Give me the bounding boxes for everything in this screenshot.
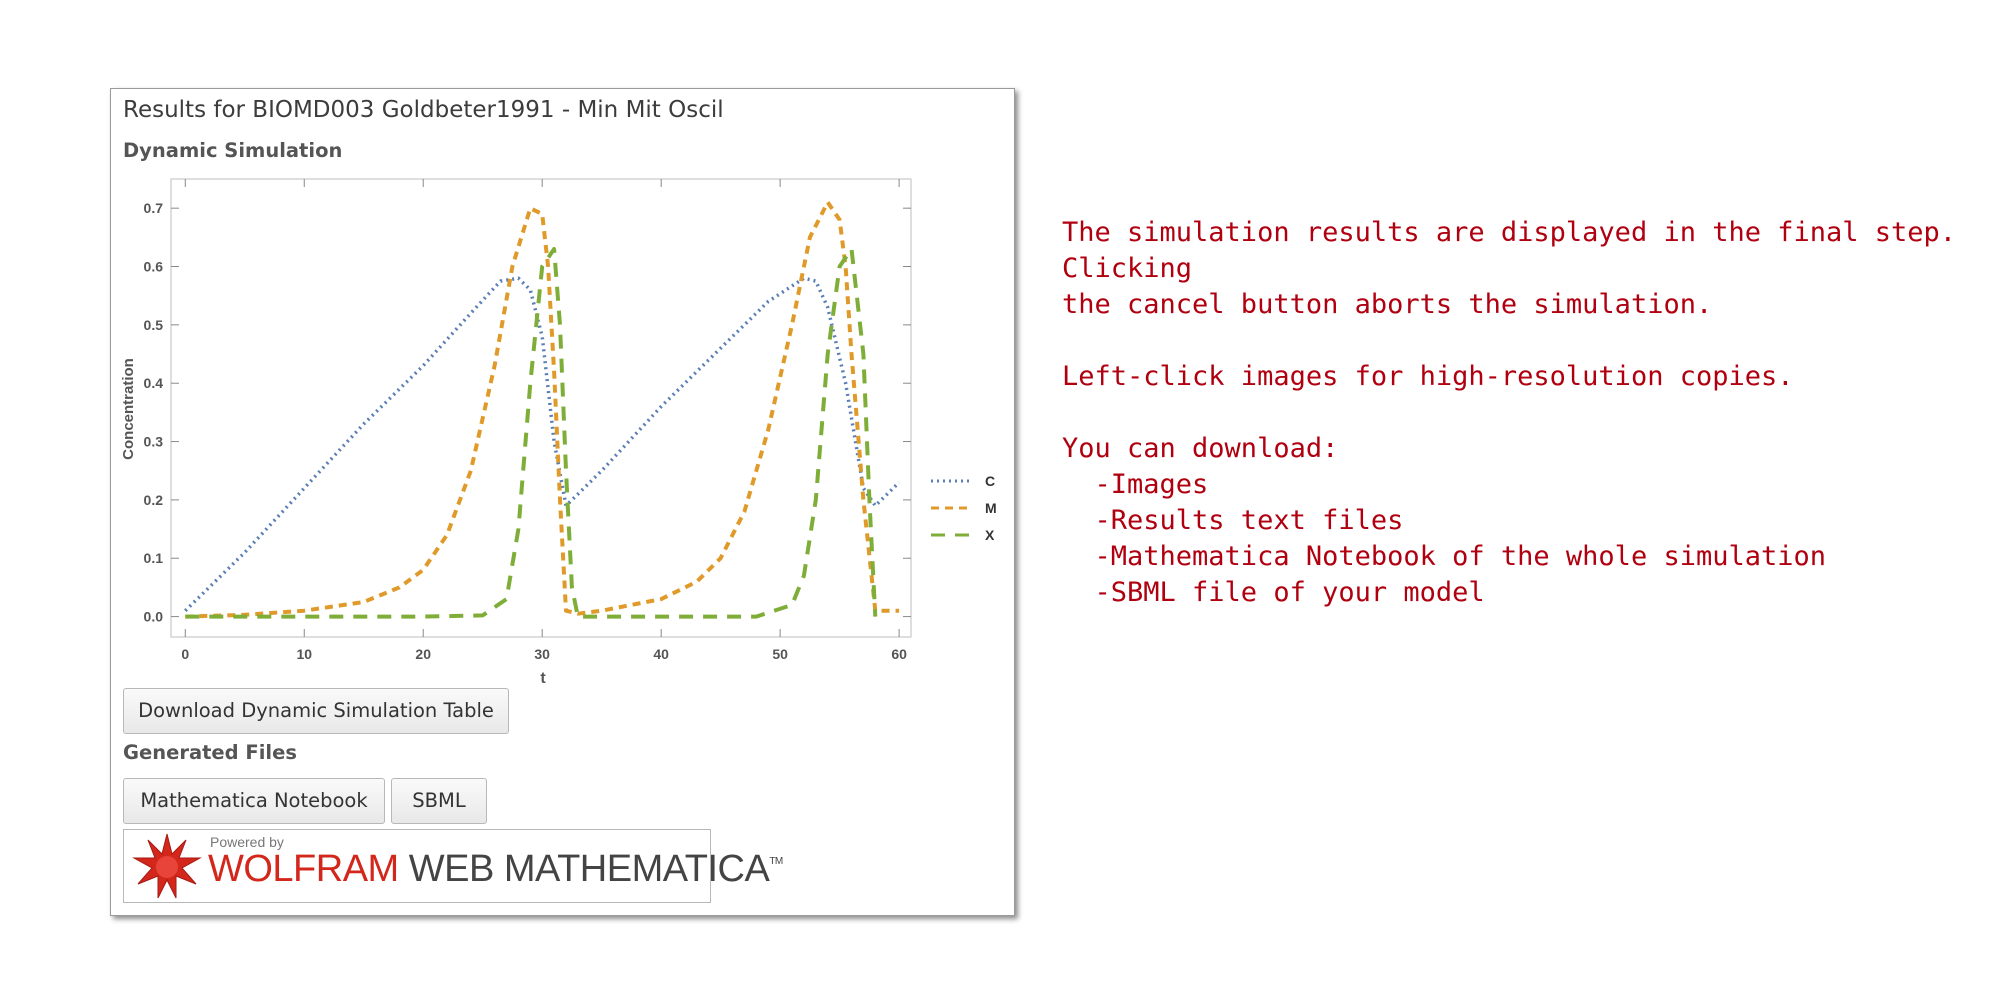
- download-item: -Images: [1062, 469, 1209, 500]
- results-title: Results for BIOMD003 Goldbeter1991 - Min…: [123, 97, 724, 123]
- results-panel: Results for BIOMD003 Goldbeter1991 - Min…: [110, 88, 1015, 916]
- x-tick-label: 0: [181, 646, 189, 662]
- series-line-m: [185, 200, 900, 619]
- legend-label-m: M: [985, 500, 997, 516]
- download-item: -SBML file of your model: [1062, 577, 1485, 608]
- generated-files-heading: Generated Files: [123, 741, 297, 764]
- download-simulation-table-button[interactable]: Download Dynamic Simulation Table: [123, 688, 509, 734]
- instructions-line-2: the cancel button aborts the simulation.: [1062, 289, 1713, 320]
- y-tick-label: 0.2: [144, 492, 164, 508]
- sbml-button[interactable]: SBML: [391, 778, 487, 824]
- legend-label-x: X: [985, 527, 995, 543]
- download-item: -Results text files: [1062, 505, 1404, 536]
- dynamic-simulation-chart[interactable]: 0 10 20 30 40 50 60 0.0 0.1 0.2 0.3 0.4 0.5 0.6 0.7 CM…: [111, 89, 1011, 689]
- wolfram-word: WOLFRAM: [208, 848, 399, 890]
- dynamic-simulation-heading: Dynamic Simulation: [123, 139, 343, 162]
- web-mathematica-word: WEB MATHEMATICA: [398, 848, 770, 890]
- webmathematica-wordmark: WOLFRAM WEB MATHEMATICATM: [208, 848, 783, 891]
- x-tick-label: 40: [653, 646, 669, 662]
- series-line-c: [184, 276, 901, 612]
- powered-by-text: Powered by: [210, 834, 284, 850]
- wolfram-spikey-icon: [132, 833, 202, 899]
- y-axis-label: Concentration: [120, 358, 137, 460]
- y-tick-label: 0.3: [144, 434, 164, 450]
- series-line-x: [185, 247, 878, 619]
- download-item: -Mathematica Notebook of the whole simul…: [1062, 541, 1827, 572]
- trademark-mark: TM: [769, 856, 783, 867]
- instructions-line-4: You can download:: [1062, 433, 1339, 464]
- wolfram-webmathematica-logo[interactable]: Powered by WOLFRAM WEB MATHEMATICATM: [123, 829, 783, 903]
- y-tick-label: 0.0: [144, 609, 164, 625]
- x-axis-label: t: [540, 670, 546, 687]
- y-tick-label: 0.5: [144, 317, 164, 333]
- mathematica-notebook-button[interactable]: Mathematica Notebook: [123, 778, 385, 824]
- y-tick-label: 0.4: [144, 375, 164, 391]
- chart-frame: [170, 178, 912, 638]
- legend-label-c: C: [985, 473, 995, 489]
- x-tick-label: 60: [891, 646, 907, 662]
- instructions-line-1: The simulation results are displayed in …: [1062, 217, 1957, 284]
- x-tick-label: 50: [772, 646, 788, 662]
- x-tick-label: 10: [296, 646, 312, 662]
- instructions-line-3: Left-click images for high-resolution co…: [1062, 361, 1794, 392]
- instructions-text: The simulation results are displayed in …: [1062, 215, 1982, 611]
- y-tick-label: 0.1: [144, 550, 164, 566]
- x-tick-label: 30: [534, 646, 550, 662]
- y-tick-label: 0.6: [144, 259, 164, 275]
- y-tick-label: 0.7: [144, 200, 164, 216]
- x-tick-label: 20: [415, 646, 431, 662]
